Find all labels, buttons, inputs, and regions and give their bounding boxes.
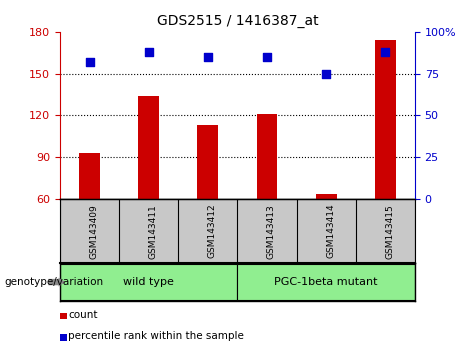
Text: percentile rank within the sample: percentile rank within the sample — [68, 331, 244, 341]
Point — [382, 49, 389, 55]
Point — [263, 54, 271, 60]
Text: count: count — [68, 310, 97, 320]
Point — [204, 54, 212, 60]
Bar — [316, 194, 337, 199]
Point — [86, 59, 93, 65]
Text: PGC-1beta mutant: PGC-1beta mutant — [274, 277, 378, 287]
Text: GSM143409: GSM143409 — [89, 204, 99, 258]
Bar — [60, 264, 237, 300]
Title: GDS2515 / 1416387_at: GDS2515 / 1416387_at — [157, 14, 318, 28]
Bar — [79, 153, 100, 199]
Text: GSM143412: GSM143412 — [208, 204, 217, 258]
Bar — [197, 125, 218, 199]
Text: wild type: wild type — [123, 277, 174, 287]
Text: genotype/variation: genotype/variation — [5, 277, 104, 287]
Point — [322, 71, 330, 76]
Text: GSM143414: GSM143414 — [326, 204, 335, 258]
Bar — [257, 114, 278, 199]
Text: GSM143413: GSM143413 — [267, 204, 276, 258]
Point — [145, 49, 152, 55]
Text: GSM143411: GSM143411 — [148, 204, 158, 258]
Text: GSM143415: GSM143415 — [385, 204, 394, 258]
Bar — [138, 96, 159, 199]
Bar — [237, 264, 415, 300]
Bar — [375, 40, 396, 199]
